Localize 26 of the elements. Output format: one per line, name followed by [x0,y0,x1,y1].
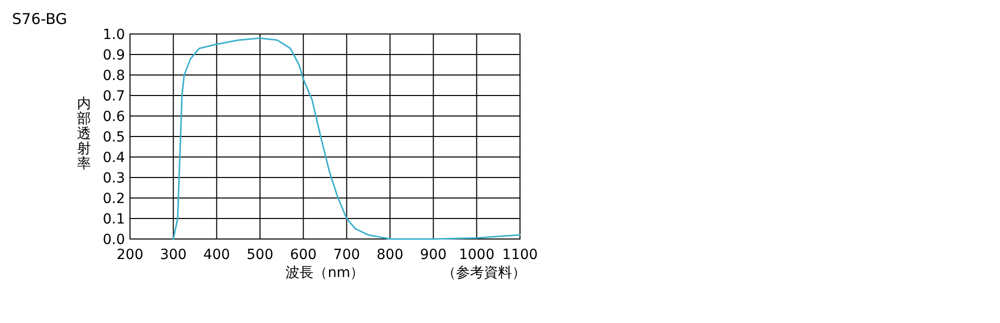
x-tick-label: 1000 [458,247,494,263]
y-tick-label: 0.0 [102,232,125,248]
y-tick-label: 0.5 [102,130,125,146]
chart-title: S76-BG [12,10,68,28]
y-tick-label: 1.0 [102,27,125,43]
y-axis-title: 内部透射率 [77,96,91,172]
x-tick-label: 1100 [502,247,538,263]
y-tick-label: 0.9 [102,48,125,64]
y-tick-label: 0.4 [102,150,126,166]
text: （参考資料） [442,265,526,281]
x-tick-label: 800 [376,247,404,263]
x-tick-label: 300 [160,247,187,263]
x-tick-label: 200 [116,247,144,263]
x-axis-title: 波長（nm） [286,265,364,281]
y-tick-label: 0.7 [102,88,125,104]
line-series [172,37,521,240]
y-tick-label: 0.8 [102,68,125,84]
y-tick-label: 0.3 [102,170,125,186]
x-tick-label: 700 [333,247,360,263]
y-tick-label: 0.6 [102,109,126,125]
x-tick-label: 400 [203,247,230,263]
x-tick-label: 600 [290,247,317,263]
x-tick-label: 500 [246,247,274,263]
x-tick-label: 900 [420,247,447,263]
y-tick-label: 0.2 [102,191,125,207]
y-tick-label: 0.1 [102,212,125,228]
